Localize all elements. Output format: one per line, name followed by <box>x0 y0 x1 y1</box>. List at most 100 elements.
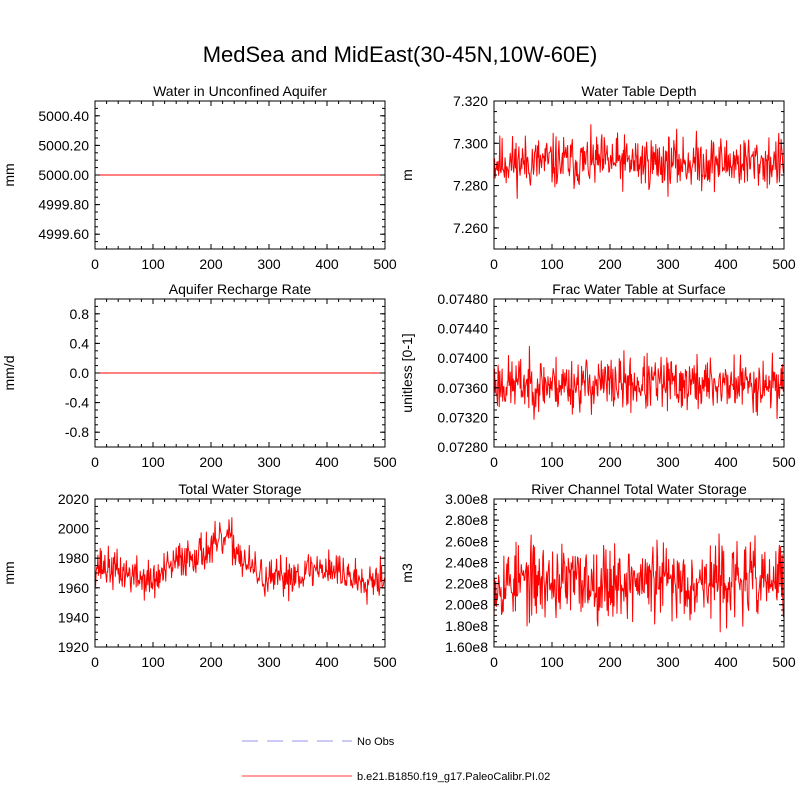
y-axis-label: m3 <box>399 563 415 583</box>
y-tick-label: 7.320 <box>453 93 488 109</box>
plot-grid: Water in Unconfined Aquifer mm 0 100 200 300 4… <box>1 83 796 670</box>
y-axis-label: mm <box>1 561 17 584</box>
y-tick-label: 3.00e8 <box>445 491 488 507</box>
x-tick-label: 100 <box>540 256 564 272</box>
panel-frac-water-table-surface: Frac Water Table at Surface unitless [0-1… <box>399 281 796 470</box>
y-tick-label: 5000.40 <box>38 108 89 124</box>
plot-frame <box>94 498 386 648</box>
y-tick-label: 2.00e8 <box>445 597 488 613</box>
x-tick-label: 100 <box>141 256 165 272</box>
figure-title: MedSea and MidEast(30-45N,10W-60E) <box>203 42 598 67</box>
x-tick-label: 200 <box>598 654 622 670</box>
x-tick-label: 200 <box>199 454 223 470</box>
x-tick-label: 400 <box>714 454 738 470</box>
series-line <box>493 533 785 633</box>
y-tick-label: 2000 <box>58 521 89 537</box>
x-tick-label: 500 <box>772 654 796 670</box>
y-tick-label: 0.07480 <box>437 291 488 307</box>
y-tick-label: 2.20e8 <box>445 576 488 592</box>
y-tick-label: 0.07360 <box>437 380 488 396</box>
y-tick-label: 2.40e8 <box>445 554 488 570</box>
x-tick-label: 100 <box>141 654 165 670</box>
series-line <box>493 345 785 420</box>
y-tick-label: 0.07440 <box>437 321 488 337</box>
x-tick-label: 200 <box>199 654 223 670</box>
y-tick-label: -0.8 <box>65 424 89 440</box>
x-tick-label: 200 <box>598 454 622 470</box>
y-tick-label: 1920 <box>58 639 89 655</box>
x-tick-label: 200 <box>598 256 622 272</box>
x-tick-label: 100 <box>540 454 564 470</box>
series-line <box>493 124 785 199</box>
x-tick-label: 0 <box>91 256 99 272</box>
panel-river-channel-storage: River Channel Total Water Storage m3 0 100 2… <box>399 481 796 670</box>
y-axis-label: mm/d <box>1 356 17 391</box>
y-tick-label: 1.80e8 <box>445 618 488 634</box>
y-axis-label: mm <box>1 163 17 186</box>
x-tick-label: 400 <box>315 256 339 272</box>
y-tick-label: 0.8 <box>70 306 90 322</box>
x-tick-label: 300 <box>257 454 281 470</box>
x-tick-label: 400 <box>315 654 339 670</box>
panel-title: Water Table Depth <box>581 83 696 99</box>
y-tick-label: 0.07400 <box>437 350 488 366</box>
y-tick-label: 0.0 <box>70 365 90 381</box>
x-tick-label: 0 <box>91 654 99 670</box>
panel-title: Water in Unconfined Aquifer <box>153 83 327 99</box>
x-tick-label: 500 <box>373 454 397 470</box>
series-line <box>94 517 386 605</box>
y-axis-label: unitless [0-1] <box>399 333 415 412</box>
x-tick-label: 0 <box>91 454 99 470</box>
legend: No Obs b.e21.B1850.f19_g17.PaleoCalibr.P… <box>242 736 550 783</box>
y-tick-label: 5000.20 <box>38 137 89 153</box>
panel-water-table-depth: Water Table Depth m 0 100 200 300 400 500 7.260 7… <box>399 83 796 272</box>
y-tick-label: 1980 <box>58 550 89 566</box>
y-tick-label: 5000.00 <box>38 167 89 183</box>
y-tick-label: 4999.60 <box>38 226 89 242</box>
legend-label-model: b.e21.B1850.f19_g17.PaleoCalibr.PI.02 <box>357 771 550 783</box>
x-tick-label: 500 <box>373 654 397 670</box>
x-tick-label: 0 <box>490 256 498 272</box>
x-tick-label: 300 <box>656 256 680 272</box>
legend-label-no-obs: No Obs <box>357 736 395 748</box>
x-tick-label: 400 <box>714 256 738 272</box>
x-tick-label: 100 <box>540 654 564 670</box>
x-tick-label: 300 <box>257 256 281 272</box>
panel-title: Frac Water Table at Surface <box>552 281 726 297</box>
panel-title: Aquifer Recharge Rate <box>169 281 312 297</box>
x-tick-label: 500 <box>772 256 796 272</box>
y-tick-label: 0.07280 <box>437 439 488 455</box>
x-tick-label: 0 <box>490 454 498 470</box>
panel-title: River Channel Total Water Storage <box>531 481 747 497</box>
panel-total-water-storage: Total Water Storage mm 0 100 200 300 400 500 192… <box>1 481 397 670</box>
y-tick-label: 1960 <box>58 580 89 596</box>
y-tick-label: 2020 <box>58 491 89 507</box>
x-tick-label: 300 <box>257 654 281 670</box>
x-tick-label: 0 <box>490 654 498 670</box>
y-tick-label: 0.07320 <box>437 409 488 425</box>
x-tick-label: 400 <box>714 654 738 670</box>
panel-aquifer-recharge-rate: Aquifer Recharge Rate mm/d 0 100 200 300 400 50… <box>1 281 397 470</box>
x-tick-label: 500 <box>772 454 796 470</box>
y-tick-label: -0.4 <box>65 395 89 411</box>
y-tick-label: 2.60e8 <box>445 533 488 549</box>
x-tick-label: 100 <box>141 454 165 470</box>
y-tick-label: 0.4 <box>70 335 90 351</box>
y-tick-label: 2.80e8 <box>445 512 488 528</box>
x-tick-label: 300 <box>656 454 680 470</box>
y-tick-label: 7.260 <box>453 220 488 236</box>
panel-title: Total Water Storage <box>178 481 301 497</box>
x-tick-label: 300 <box>656 654 680 670</box>
y-tick-label: 1.60e8 <box>445 639 488 655</box>
x-tick-label: 500 <box>373 256 397 272</box>
y-tick-label: 1940 <box>58 609 89 625</box>
y-tick-label: 7.300 <box>453 135 488 151</box>
x-tick-label: 400 <box>315 454 339 470</box>
y-tick-label: 4999.80 <box>38 197 89 213</box>
y-axis-label: m <box>399 169 415 181</box>
plot-frame <box>493 100 785 250</box>
x-tick-label: 200 <box>199 256 223 272</box>
y-tick-label: 7.280 <box>453 178 488 194</box>
panel-water-unconfined-aquifer: Water in Unconfined Aquifer mm 0 100 200 300 4… <box>1 83 397 272</box>
